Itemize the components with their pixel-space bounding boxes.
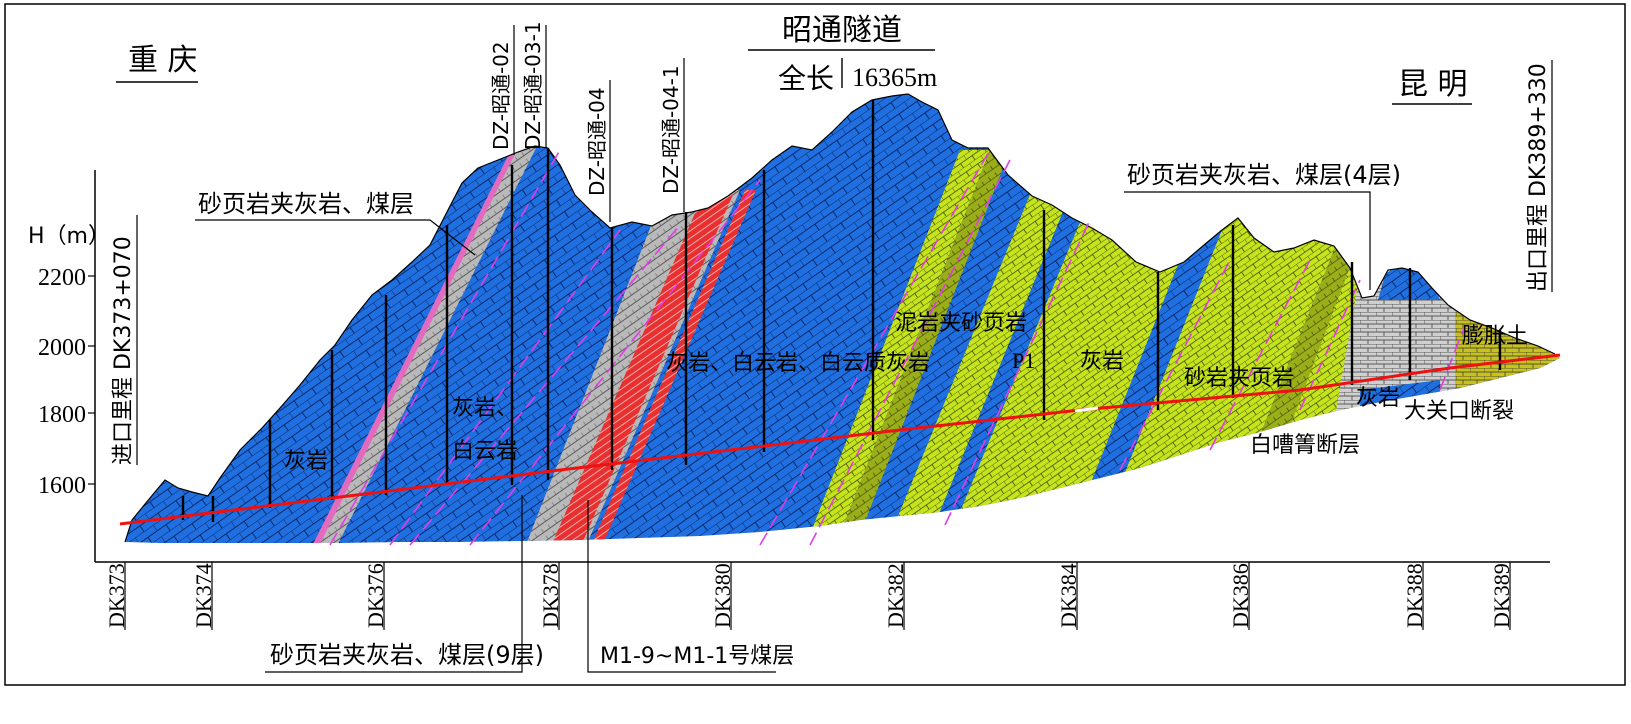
borehole-label: DZ-昭通-04-1 [659,65,683,194]
station-label: DK384 [1056,563,1081,628]
tunnel-length-label: 全长 [778,62,834,95]
station-label: DK374 [191,563,216,628]
station-label: DK382 [883,563,908,628]
station-label: DK376 [363,563,388,628]
boreholes-drilled [181,100,1502,522]
label-limestone-dolomite-1: 灰岩、 [452,396,518,421]
stratum-sandshale-band-left [310,140,540,543]
stratum-sand-yellow-2 [880,170,1080,543]
elevation-tick-1800: 1800 [38,402,86,428]
callout-bottom-mid-leader [587,500,776,673]
station-label: DK389 [1489,563,1514,628]
callout-bottom-left: 砂页岩夹灰岩、煤层(9层) [270,641,544,669]
stratum-sand-yellow-1 [800,150,990,543]
label-limestone-dolomite-2: 白云岩 [452,439,518,464]
station-label: DK378 [538,563,563,628]
station-label: DK373 [104,563,129,628]
station-label: DK388 [1402,563,1427,628]
callout-upper-left-leader [195,219,476,256]
elevation-tick-2200: 2200 [38,265,86,291]
city-chongqing: 重 庆 [128,43,198,78]
elevation-tick-marks [88,275,95,485]
elevation-axis-label: H（m） [28,224,110,249]
station-label: DK380 [710,563,735,628]
borehole-labels: DZ-昭通-02 DZ-昭通-03-1 DZ-昭通-04 DZ-昭通-04-1 [489,21,685,222]
callout-upper-right: 砂页岩夹灰岩、煤层(4层) [1127,161,1401,189]
tunnel-white-segment [1074,406,1099,413]
label-mudstone: 泥岩夹砂页岩 [895,311,1027,336]
borehole-label: DZ-昭通-03-1 [521,21,545,150]
entrance-mileage: 进口里程 DK373+070 [111,236,136,465]
callout-bottom-mid: M1-9~M1-1号煤层 [600,644,794,669]
figure-frame [4,3,1626,686]
borehole-label: DZ-昭通-04 [585,87,609,196]
label-sandstone-shale: 砂岩夹页岩 [1184,366,1294,391]
terrain-outline [124,93,1556,543]
station-label: DK386 [1228,563,1253,628]
label-daguankou-fault: 大关口断裂 [1404,399,1514,424]
label-baizhao-fault: 白嘈箐断层 [1250,433,1360,458]
label-mixed-rock: 灰岩、白云岩、白云质灰岩 [666,351,930,376]
label-expansive-soil: 膨胀土 [1462,324,1528,349]
exit-mileage: 出口里程 DK389+330 [1526,63,1551,292]
callout-bottom-left-leader [265,495,523,673]
tunnel-length-value: 16365m [852,63,937,92]
elevation-tick-1600: 1600 [38,473,86,499]
callout-upper-right-leader [1124,191,1371,290]
stratum-coal-band-left [305,140,522,543]
label-p1: P1 [1012,348,1035,373]
tunnel-title: 昭通隧道 [782,13,902,48]
city-kunming: 昆 明 [1398,67,1468,102]
label-limestone-east: 灰岩 [1356,386,1400,411]
elevation-tick-2000: 2000 [38,335,86,361]
label-limestone-mid: 灰岩 [1080,349,1124,374]
callout-upper-left: 砂页岩夹灰岩、煤层 [198,190,414,218]
label-limestone-west: 灰岩 [284,449,328,474]
station-ticks [124,562,1511,630]
stratum-olive-1 [830,150,1010,543]
stratum-limestone-blue-band [1060,210,1230,543]
stratum-sand-yellow-main [940,210,1200,543]
borehole-label: DZ-昭通-02 [489,41,513,150]
stratum-coal-red-2 [585,190,756,543]
